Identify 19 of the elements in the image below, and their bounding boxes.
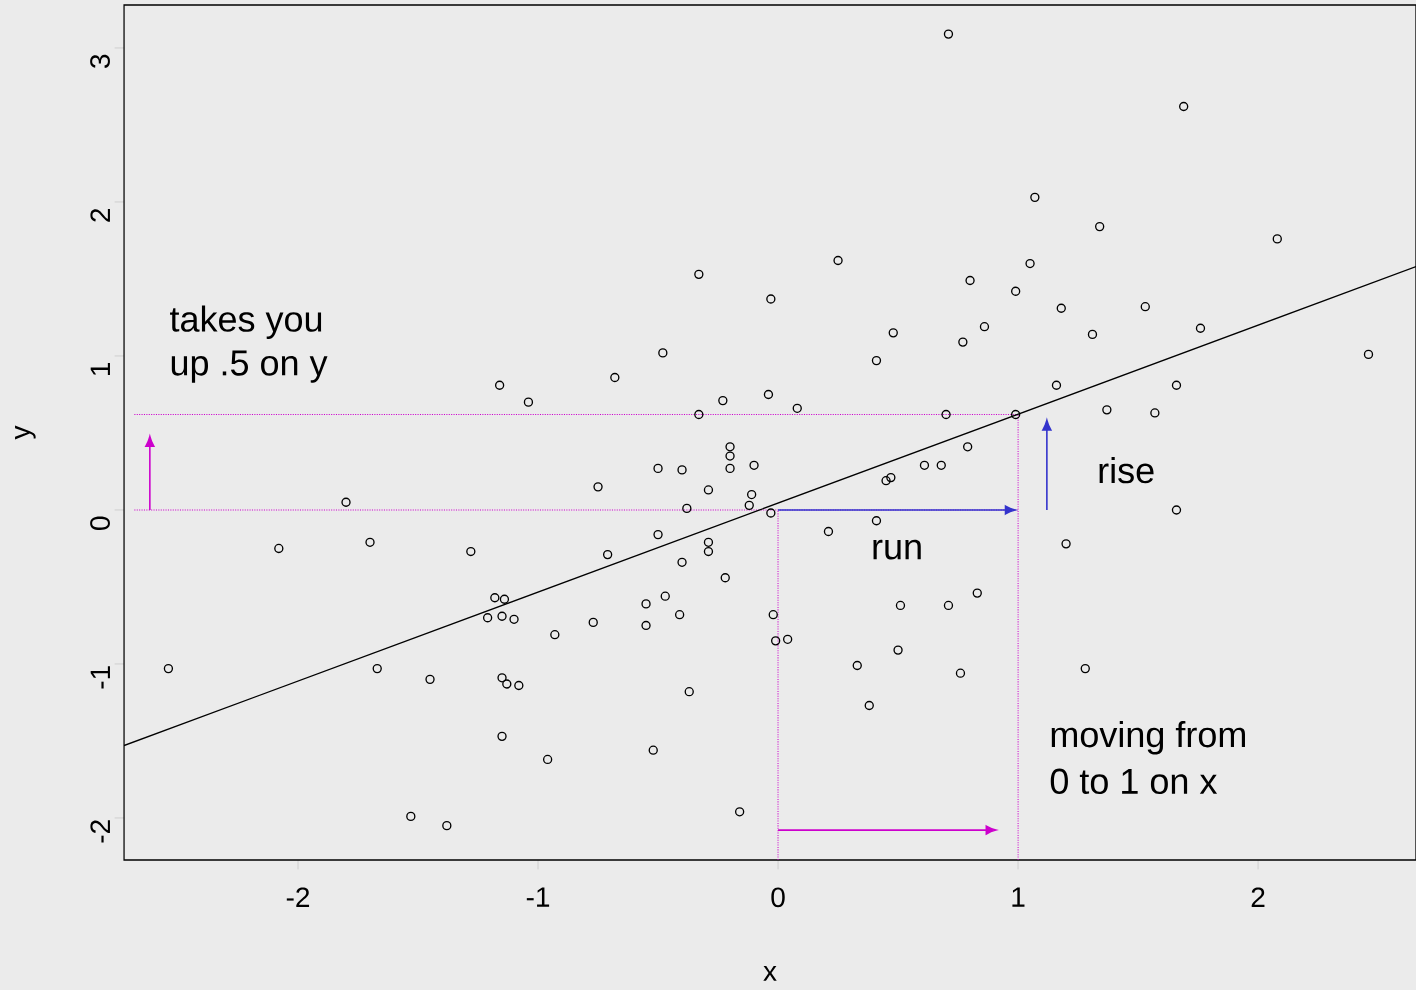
x-axis-title: x bbox=[763, 965, 777, 981]
y-tick-label: 0 bbox=[90, 516, 110, 530]
annotation: takes you bbox=[170, 305, 322, 339]
x-tick-label: -2 bbox=[286, 887, 310, 907]
y-axis-title: y bbox=[15, 425, 36, 440]
annotation: 0 to 1 on x bbox=[1050, 768, 1218, 795]
y-tick-label: 1 bbox=[90, 362, 110, 375]
annotation: up .5 on y bbox=[171, 350, 328, 383]
y-tick-label: -2 bbox=[90, 820, 110, 843]
annotation: rise bbox=[1099, 456, 1154, 484]
y-tick-label: 3 bbox=[90, 54, 110, 69]
x-tick-label: 1 bbox=[1012, 887, 1025, 907]
x-tick-label: 2 bbox=[1251, 887, 1265, 907]
annotation: moving from bbox=[1051, 720, 1245, 755]
y-tick-label: 2 bbox=[90, 208, 110, 222]
x-tick-label: -1 bbox=[526, 887, 550, 907]
x-tick-label: 0 bbox=[771, 887, 785, 908]
y-tick-label: -1 bbox=[90, 666, 110, 689]
annotation: run bbox=[873, 539, 921, 560]
